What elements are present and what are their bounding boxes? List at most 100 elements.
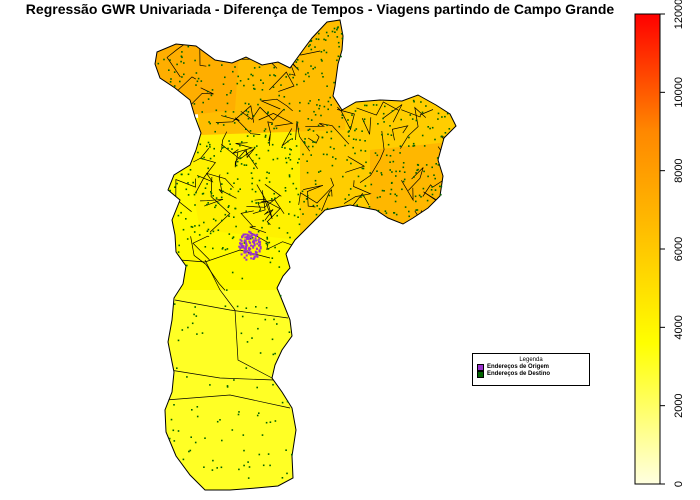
destination-point (269, 464, 271, 467)
origin-point (242, 246, 245, 249)
color-scale-tick-label: 12000 (673, 0, 685, 29)
destination-point (355, 128, 358, 130)
destination-point (163, 58, 165, 61)
origin-point (253, 256, 256, 259)
destination-point (203, 221, 205, 224)
district-border (400, 106, 427, 149)
destination-point (221, 439, 223, 442)
destination-point (390, 182, 393, 184)
destination-point (273, 66, 275, 69)
destination-point (341, 114, 344, 116)
destination-point (196, 406, 199, 408)
destination-point (431, 166, 433, 169)
destination-point (313, 110, 315, 113)
color-scale-bar (634, 13, 661, 485)
origin-point (255, 235, 257, 237)
destination-point (244, 102, 247, 105)
destination-point (321, 136, 324, 139)
origin-point (258, 237, 261, 240)
destination-point (322, 76, 324, 78)
destination-point (389, 155, 392, 157)
destination-point (190, 436, 192, 438)
destination-point (243, 464, 245, 467)
destination-point (441, 116, 443, 118)
origin-point (251, 233, 254, 236)
destination-point (362, 167, 365, 170)
destination-point (321, 60, 323, 62)
destination-point (389, 161, 391, 163)
district-border (345, 156, 366, 173)
destination-point (249, 130, 252, 132)
destination-point (437, 112, 440, 115)
district-border (260, 98, 293, 112)
origin-point (255, 254, 258, 257)
origin-point (245, 247, 248, 250)
destination-point (217, 229, 220, 231)
origin-point (250, 237, 253, 240)
legend-item-destination: Endereços de Destino (473, 371, 589, 378)
destination-point (308, 75, 310, 78)
district-border (179, 249, 271, 263)
destination-point (187, 182, 189, 184)
destination-point (261, 434, 264, 436)
destination-point (325, 51, 328, 54)
destination-point (196, 80, 199, 83)
destination-point (231, 271, 234, 274)
destination-point (209, 232, 212, 235)
destination-point (230, 188, 232, 190)
destination-point (245, 128, 247, 130)
destination-point (255, 162, 257, 165)
destination-point (253, 167, 255, 170)
destination-point (198, 224, 201, 227)
destination-point (284, 190, 287, 192)
map-title: Regressão GWR Univariada - Diferença de … (25, 1, 615, 17)
origin-point (245, 245, 247, 248)
destination-point (226, 385, 229, 387)
destination-point (173, 404, 175, 406)
district-border (196, 172, 234, 188)
destination-point (336, 27, 339, 29)
destination-point (304, 138, 306, 140)
origin-point (249, 241, 252, 244)
destination-point (213, 155, 215, 157)
destination-point (360, 149, 362, 152)
destination-point (382, 117, 384, 120)
destination-point (331, 164, 334, 167)
destination-point (180, 55, 183, 58)
destination-point (429, 127, 431, 130)
destination-point (269, 421, 272, 423)
destination-point (245, 367, 248, 369)
destination-point (420, 101, 422, 103)
destination-point (416, 169, 418, 172)
destination-point (380, 172, 383, 174)
destination-point (354, 152, 356, 155)
legend-swatch-destination (477, 371, 484, 378)
destination-point (298, 158, 300, 160)
destination-point (317, 124, 320, 127)
destination-point (297, 128, 300, 130)
destination-point (185, 188, 188, 191)
destination-point (303, 200, 305, 203)
destination-point (226, 102, 229, 105)
destination-point (331, 30, 334, 33)
origin-point (238, 245, 241, 248)
destination-point (322, 153, 325, 156)
destination-point (229, 92, 232, 94)
origin-point (249, 235, 252, 238)
destination-point (297, 193, 300, 196)
destination-point (308, 128, 311, 131)
destination-point (399, 152, 401, 154)
origin-point (258, 241, 260, 244)
destination-point (357, 175, 360, 178)
destination-point (440, 193, 442, 196)
district-border (267, 121, 274, 134)
origin-point (249, 251, 252, 254)
destination-point (186, 238, 189, 240)
destination-point (326, 207, 329, 210)
destination-point (287, 157, 290, 159)
destination-point (176, 182, 178, 185)
destination-point (316, 104, 318, 106)
district-border (218, 174, 237, 199)
destination-point (217, 202, 220, 204)
destination-point (278, 250, 280, 253)
